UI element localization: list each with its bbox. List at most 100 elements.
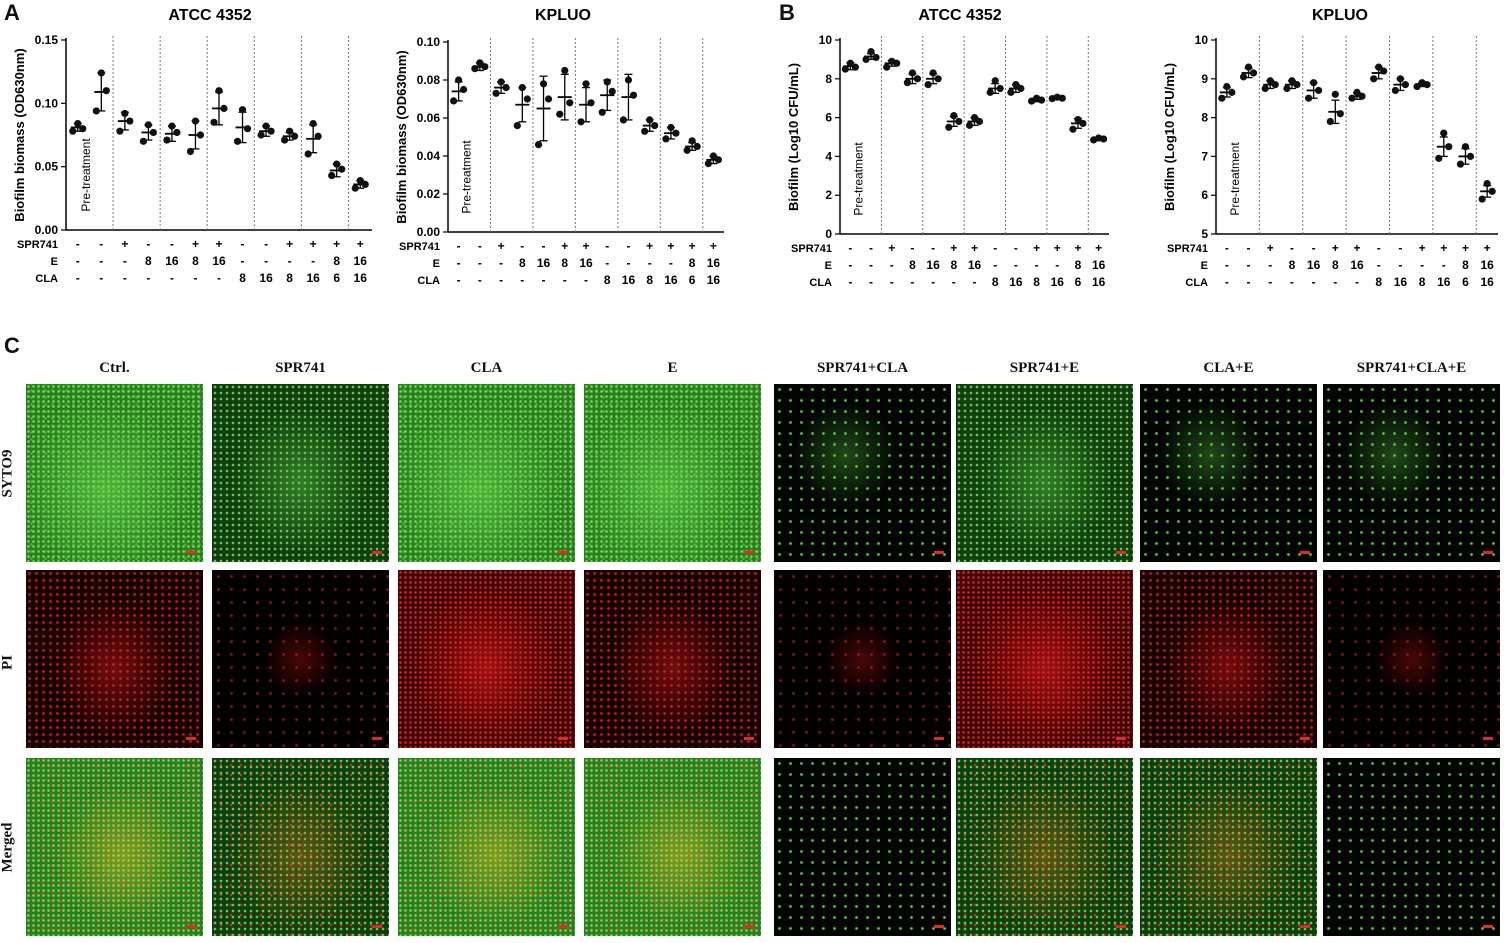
data-point bbox=[74, 120, 82, 128]
chart-kpluo-cfu: KPLUO Biofilm (Log10 CFU/mL) 5 6 7 8 9 10 Pre-tr… bbox=[1140, 0, 1504, 300]
treatment-cell: - bbox=[848, 241, 852, 255]
micro-ctrl-syto9 bbox=[26, 384, 203, 562]
data-point bbox=[1261, 84, 1269, 93]
treatment-cell: + bbox=[1419, 241, 1426, 255]
treatment-cell: - bbox=[1312, 241, 1316, 255]
col-head-spr741: SPR741 bbox=[275, 360, 326, 376]
data-point bbox=[314, 132, 322, 140]
data-point bbox=[476, 59, 484, 67]
treatment-cell: 16 bbox=[1092, 258, 1106, 272]
treatment-cell: + bbox=[1267, 241, 1274, 255]
data-point bbox=[629, 91, 638, 99]
data-point bbox=[1249, 69, 1258, 77]
micro-e-pi bbox=[584, 570, 761, 748]
scale-bar bbox=[1116, 737, 1126, 740]
treatment-cell: 16 bbox=[1437, 275, 1451, 289]
treatment-cell: - bbox=[952, 275, 956, 289]
treatment-cell: 16 bbox=[968, 258, 982, 272]
data-point bbox=[688, 137, 696, 145]
treatment-cell: - bbox=[1014, 241, 1018, 255]
treatment-cell: + bbox=[1054, 241, 1061, 255]
treatment-cell: 16 bbox=[1394, 275, 1408, 289]
treatment-cell: 16 bbox=[1307, 258, 1321, 272]
treatment-cell: + bbox=[498, 239, 505, 253]
data-point bbox=[286, 127, 294, 135]
treatment-cell: + bbox=[710, 239, 717, 253]
treatment-cell: - bbox=[669, 256, 673, 270]
treatment-row-label: SPR741 bbox=[1167, 243, 1208, 255]
scale-bar bbox=[1483, 737, 1493, 740]
data-point bbox=[1239, 73, 1248, 81]
treatment-cell: 16 bbox=[707, 273, 721, 287]
data-point bbox=[1401, 81, 1409, 89]
treatment-cell: 6 bbox=[333, 271, 340, 285]
data-point bbox=[1027, 97, 1036, 105]
y-axis-label: Biofilm biomass (OD630nm) bbox=[12, 48, 27, 221]
treatment-cell: 8 bbox=[604, 273, 611, 287]
treatment-cell: - bbox=[648, 256, 652, 270]
y-tick-label: 0.04 bbox=[417, 149, 441, 163]
treatment-cell: - bbox=[76, 254, 80, 268]
data-point bbox=[693, 142, 701, 151]
data-point bbox=[970, 114, 979, 122]
scale-bar bbox=[1300, 925, 1310, 928]
treatment-cell: - bbox=[1225, 275, 1229, 289]
treatment-cell: + bbox=[215, 237, 222, 251]
treatment-cell: + bbox=[950, 241, 957, 255]
treatment-cell: - bbox=[311, 254, 315, 268]
treatment-cell: - bbox=[170, 237, 174, 251]
treatment-row-label: E bbox=[825, 260, 832, 272]
treatment-cell: - bbox=[264, 254, 268, 268]
data-point bbox=[651, 122, 659, 130]
data-point bbox=[1315, 86, 1323, 95]
treatment-cell: 16 bbox=[354, 254, 368, 268]
scale-bar bbox=[372, 551, 382, 554]
treatment-cell: 16 bbox=[622, 273, 636, 287]
data-point bbox=[709, 152, 717, 160]
data-point bbox=[534, 141, 543, 149]
data-point bbox=[646, 116, 654, 124]
treatment-cell: - bbox=[146, 237, 150, 251]
treatment-row-label: E bbox=[51, 256, 58, 268]
treatment-cell: - bbox=[264, 237, 268, 251]
data-point bbox=[460, 85, 468, 94]
data-point bbox=[1478, 195, 1486, 203]
scale-bar bbox=[1483, 925, 1493, 928]
data-point bbox=[672, 129, 680, 137]
treatment-cell: - bbox=[217, 271, 221, 285]
y-tick-label: 5 bbox=[1201, 227, 1208, 241]
treatment-cell: 6 bbox=[689, 273, 696, 287]
data-point bbox=[79, 125, 87, 133]
treatment-cell: 8 bbox=[239, 271, 246, 285]
data-point bbox=[566, 99, 574, 107]
data-point bbox=[1069, 125, 1077, 133]
treatment-cell: - bbox=[910, 275, 914, 289]
treatment-cell: 6 bbox=[1462, 275, 1469, 289]
data-point bbox=[1305, 94, 1313, 102]
data-point bbox=[934, 75, 942, 83]
y-axis-label: Biofilm (Log10 CFU/mL) bbox=[786, 63, 801, 211]
data-point bbox=[92, 107, 100, 115]
data-point bbox=[356, 177, 364, 185]
data-point bbox=[304, 150, 312, 158]
data-point bbox=[291, 132, 299, 140]
data-point bbox=[481, 63, 489, 71]
treatment-cell: 16 bbox=[1480, 275, 1494, 289]
treatment-cell: - bbox=[1312, 275, 1316, 289]
data-point bbox=[662, 135, 670, 143]
data-point bbox=[502, 84, 510, 92]
row-label-merged: Merged bbox=[0, 822, 16, 873]
data-point bbox=[929, 69, 937, 77]
data-point bbox=[455, 76, 463, 84]
data-point bbox=[513, 122, 521, 130]
data-point bbox=[215, 87, 223, 95]
col-head-spr741-cla: SPR741+CLA bbox=[816, 360, 909, 376]
scale-bar bbox=[1116, 551, 1126, 554]
data-point bbox=[1100, 135, 1108, 143]
treatment-row-label: E bbox=[433, 258, 440, 270]
data-point bbox=[577, 118, 585, 126]
micro-spr741-cla-e-merged bbox=[1323, 758, 1500, 936]
treatment-cell: 8 bbox=[1332, 258, 1339, 272]
treatment-cell: 8 bbox=[1419, 275, 1426, 289]
scale-bar bbox=[1483, 551, 1493, 554]
